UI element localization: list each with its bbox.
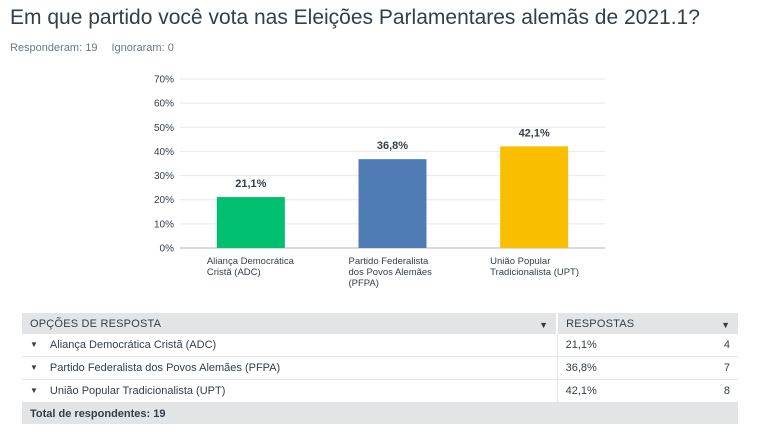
caret-down-icon[interactable]: ▼: [30, 386, 38, 395]
label-layer: 0% 10% 20% 30% 40% 50% 60% 70% 21,1% Aliança Demo…: [154, 75, 579, 290]
row-count: 8: [682, 379, 738, 403]
y-tick-label: 50%: [154, 123, 174, 134]
category-label: Tradicionalista (UPT): [490, 267, 579, 278]
total-row: Total de respondentes: 19: [22, 402, 738, 424]
category-label: Cristã (ADC): [207, 267, 261, 278]
table-row: ▼ Partido Federalista dos Povos Alemães (…: [22, 356, 738, 380]
category-label: Partido Federalista: [349, 256, 429, 267]
table-header-row: Opções de resposta ▼ Respostas ▼: [22, 313, 738, 334]
y-tick-label: 40%: [154, 147, 174, 158]
row-count: 4: [682, 334, 738, 357]
y-tick-label: 30%: [154, 171, 174, 182]
skipped-count: Ignoraram: 0: [111, 42, 174, 54]
y-tick-label: 0%: [160, 244, 175, 255]
category-label: União Popular: [490, 256, 550, 267]
row-option: ▼ Partido Federalista dos Povos Alemães (…: [22, 356, 558, 380]
category-label: Aliança Democrática: [207, 256, 295, 267]
option-label: Partido Federalista dos Povos Alemães (P…: [49, 362, 281, 374]
row-option: ▼ Aliança Democrática Cristã (ADC): [22, 334, 558, 357]
caret-down-icon[interactable]: ▼: [30, 363, 38, 372]
row-percent: 21,1%: [556, 334, 683, 357]
total-respondents: Total de respondentes: 19: [22, 402, 738, 424]
category-label: dos Povos Alemães: [349, 267, 433, 278]
answered-count: Responderam: 19: [10, 42, 98, 54]
caret-down-icon[interactable]: ▼: [30, 340, 38, 349]
option-label: Aliança Democrática Cristã (ADC): [49, 339, 217, 351]
table-row: ▼ União Popular Tradicionalista (UPT) 42,…: [22, 379, 738, 403]
data-label: 21,1%: [235, 178, 266, 190]
header-option[interactable]: Opções de resposta ▼: [22, 313, 558, 334]
bar[interactable]: [358, 159, 427, 248]
row-option: ▼ União Popular Tradicionalista (UPT): [22, 379, 558, 403]
table-row: ▼ Aliança Democrática Cristã (ADC) 21,1% …: [22, 334, 738, 357]
y-tick-label: 10%: [154, 219, 174, 230]
bar[interactable]: [500, 146, 569, 248]
y-tick-label: 60%: [154, 99, 174, 110]
option-label: União Popular Tradicionalista (UPT): [49, 385, 226, 397]
y-tick-label: 70%: [154, 75, 174, 86]
category-label: (PFPA): [349, 278, 379, 289]
caret-down-icon[interactable]: ▼: [539, 319, 549, 330]
y-tick-label: 20%: [154, 195, 174, 206]
caret-down-icon[interactable]: ▼: [721, 319, 730, 330]
question-title: Em que partido você vota nas Eleições Pa…: [10, 6, 700, 29]
row-percent: 42,1%: [556, 379, 683, 403]
header-responses[interactable]: Respostas ▼: [556, 313, 738, 334]
header-responses-label: Respostas: [566, 317, 635, 330]
bar-layer: [216, 146, 569, 248]
response-stats: Responderam: 19 Ignoraram: 0: [10, 42, 174, 54]
header-option-label: Opções de resposta: [30, 317, 162, 330]
data-label: 42,1%: [519, 127, 550, 139]
bar-chart: 0% 10% 20% 30% 40% 50% 60% 70% 21,1% Aliança Demo…: [154, 75, 605, 290]
row-percent: 36,8%: [556, 356, 683, 380]
data-label: 36,8%: [377, 140, 408, 152]
bar[interactable]: [216, 197, 285, 248]
responses-table: Opções de resposta ▼ Respostas ▼ ▼ Alianç…: [22, 313, 738, 424]
row-count: 7: [682, 356, 738, 380]
